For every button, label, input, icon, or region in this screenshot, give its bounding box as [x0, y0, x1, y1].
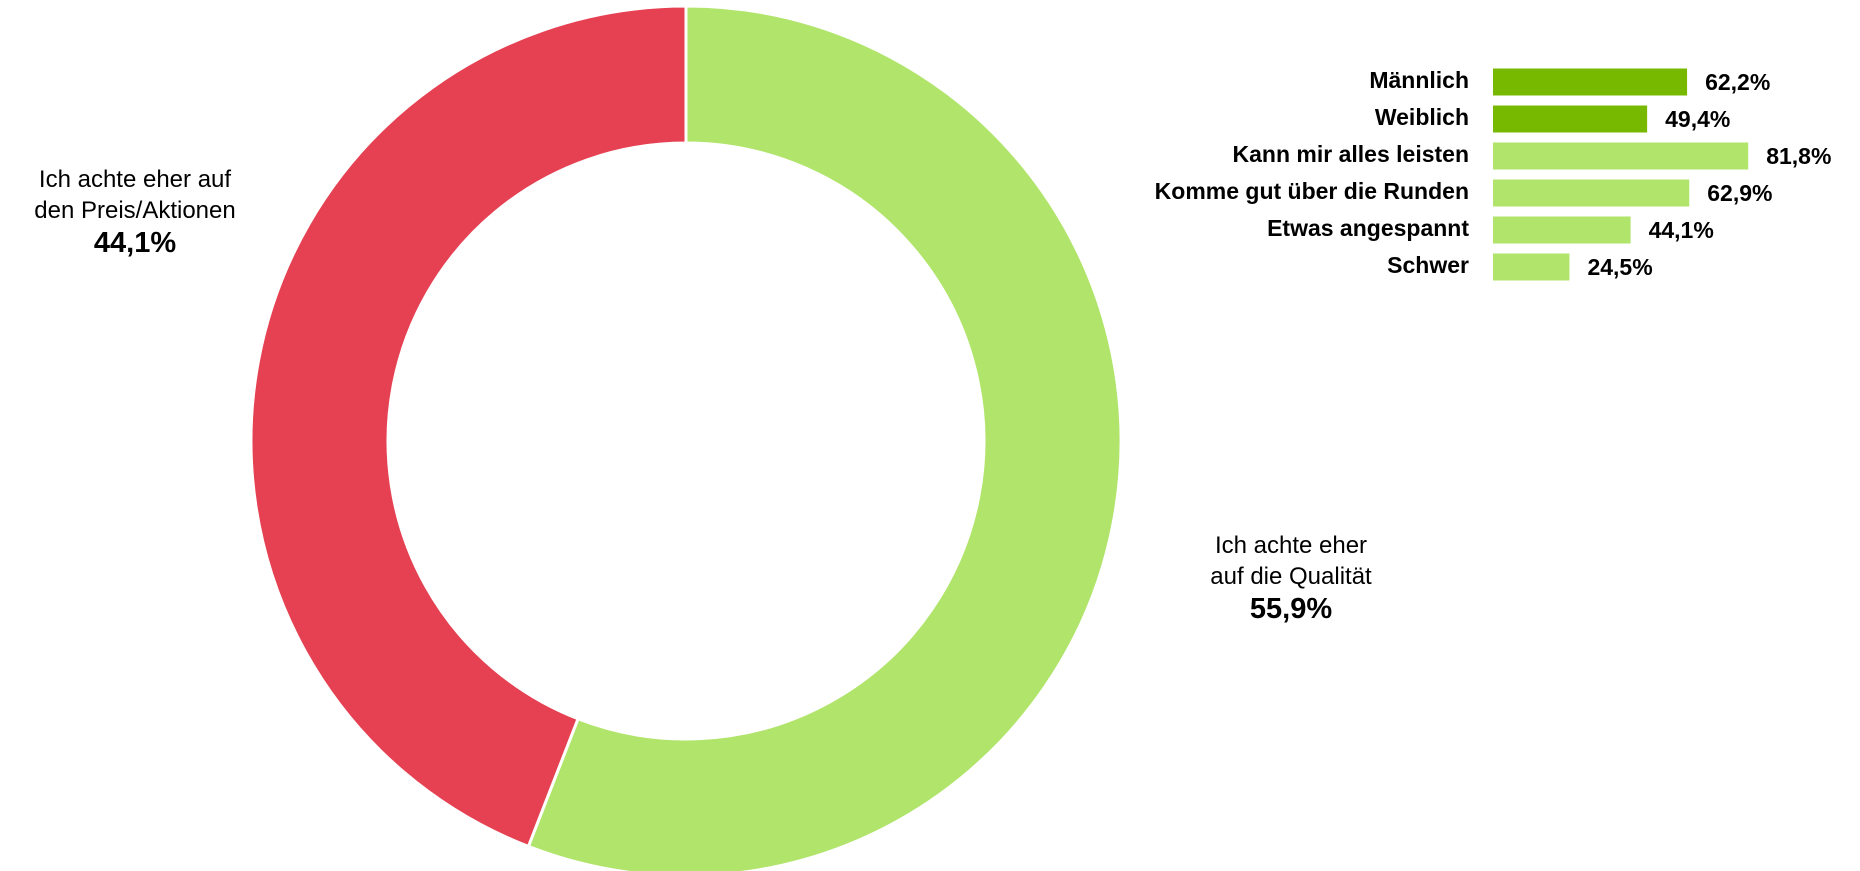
bar: [1493, 142, 1749, 170]
bar-category: Männlich: [1369, 67, 1469, 93]
bar: [1493, 253, 1570, 281]
bar-value: 62,2%: [1705, 69, 1770, 95]
bar-category: Etwas angespannt: [1267, 215, 1469, 241]
bar: [1493, 68, 1688, 96]
donut-slice: [249, 4, 688, 849]
bar-value: 81,8%: [1766, 143, 1831, 169]
slice-label: Ich achte eher auf den Preis/Aktionen 44,…: [34, 164, 235, 260]
bar-value: 62,9%: [1707, 180, 1772, 206]
slice-category: Ich achte eher auf die Qualität: [1210, 532, 1372, 590]
bar-category: Komme gut über die Runden: [1155, 178, 1469, 204]
bar-category: Weiblich: [1375, 104, 1469, 130]
bar: [1493, 105, 1648, 133]
bar: [1493, 216, 1631, 244]
slice-value: 55,9%: [1249, 593, 1333, 625]
slice-label: Ich achte eher auf die Qualität 55,9%: [1210, 530, 1371, 626]
bar-category: Kann mir alles leisten: [1233, 141, 1469, 167]
bar-category: Schwer: [1387, 252, 1469, 278]
bar-value: 49,4%: [1665, 106, 1730, 132]
slice-category: Ich achte eher auf den Preis/Aktionen: [34, 166, 236, 224]
bar-value: 44,1%: [1649, 217, 1714, 243]
slice-value: 44,1%: [93, 227, 177, 259]
bar: [1493, 179, 1690, 207]
bar-value: 24,5%: [1587, 254, 1652, 280]
